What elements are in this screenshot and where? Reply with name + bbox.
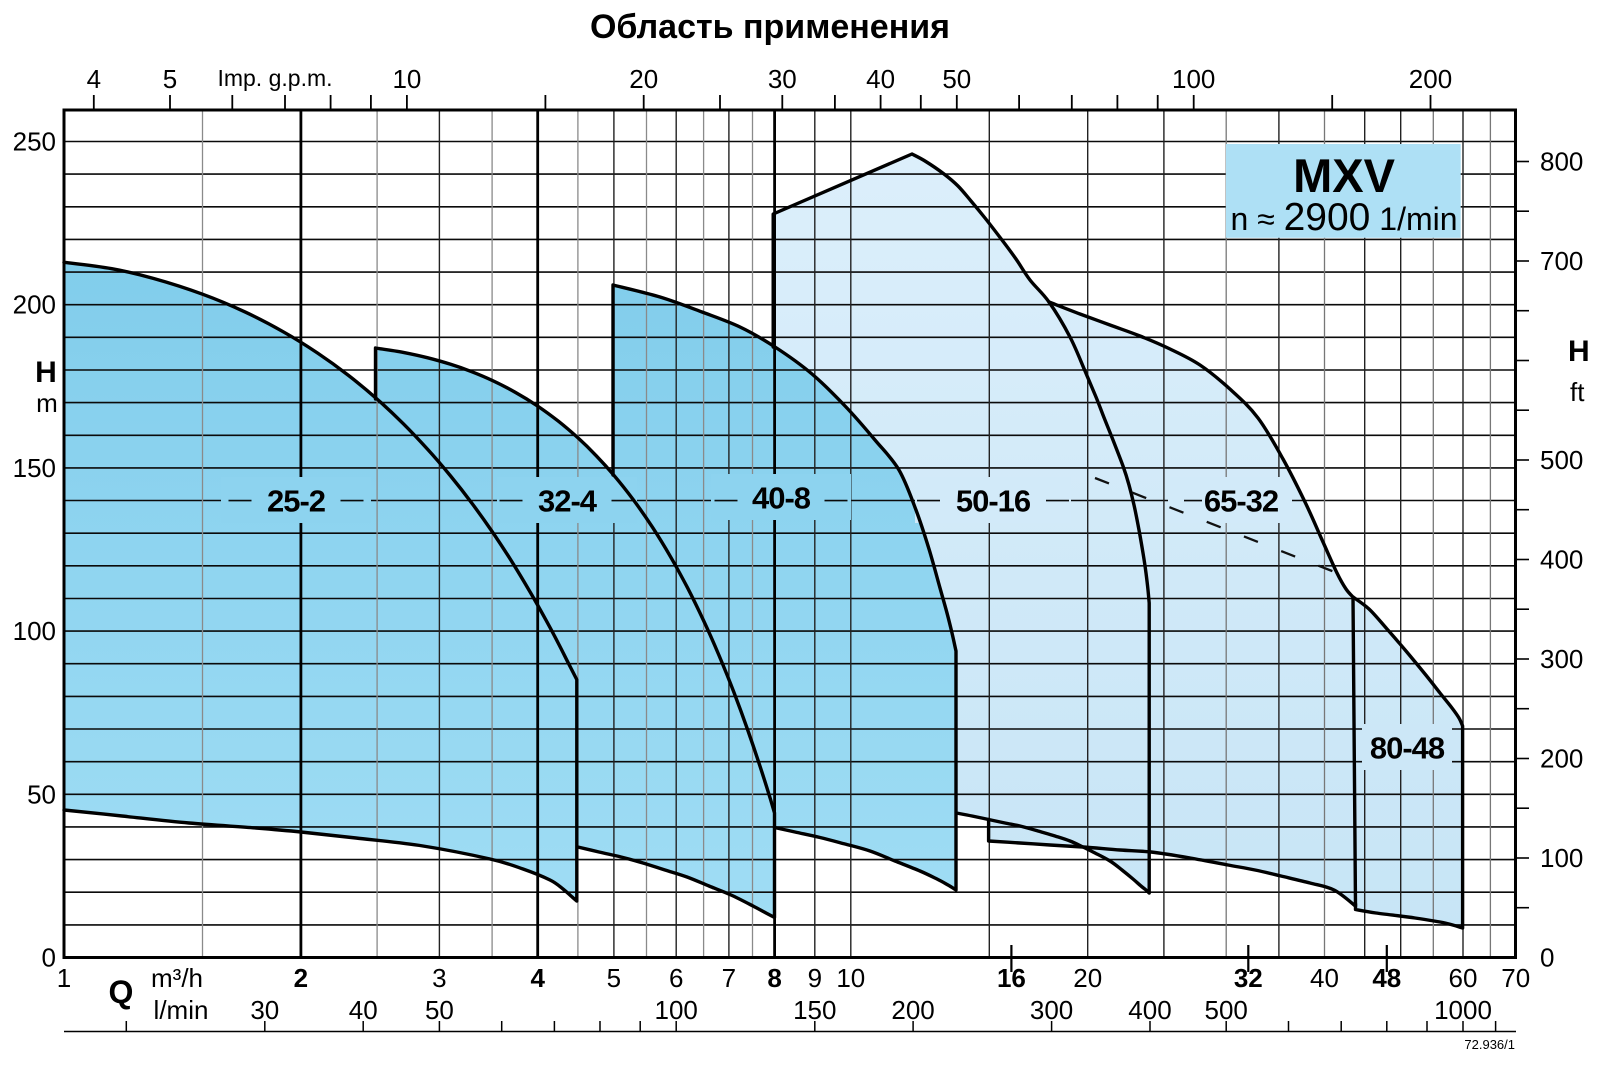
svg-text:40: 40 (866, 64, 895, 94)
svg-text:2: 2 (294, 963, 308, 993)
svg-text:Q: Q (109, 974, 134, 1010)
svg-text:Imp. g.p.m.: Imp. g.p.m. (217, 65, 332, 91)
svg-text:0: 0 (1540, 943, 1554, 973)
svg-text:400: 400 (1128, 995, 1171, 1025)
svg-text:50: 50 (425, 995, 454, 1025)
svg-text:100: 100 (655, 995, 698, 1025)
svg-text:65-32: 65-32 (1204, 484, 1278, 519)
svg-text:100: 100 (13, 616, 56, 646)
svg-text:H: H (1568, 335, 1590, 368)
svg-text:6: 6 (669, 963, 683, 993)
svg-text:300: 300 (1030, 995, 1073, 1025)
svg-text:150: 150 (13, 453, 56, 483)
svg-text:5: 5 (607, 963, 621, 993)
svg-text:H: H (35, 356, 57, 389)
svg-text:20: 20 (629, 64, 658, 94)
svg-text:200: 200 (891, 995, 934, 1025)
svg-text:0: 0 (42, 943, 56, 973)
svg-text:100: 100 (1172, 64, 1215, 94)
svg-text:8: 8 (767, 963, 781, 993)
svg-text:32-4: 32-4 (538, 484, 598, 519)
svg-text:20: 20 (1073, 963, 1102, 993)
svg-text:4: 4 (87, 64, 101, 94)
svg-text:250: 250 (13, 127, 56, 157)
svg-text:40-8: 40-8 (752, 481, 811, 516)
svg-text:4: 4 (530, 963, 545, 993)
svg-text:Область применения: Область применения (590, 8, 950, 46)
svg-text:500: 500 (1540, 445, 1583, 475)
svg-text:16: 16 (997, 963, 1026, 993)
svg-text:70: 70 (1501, 963, 1530, 993)
svg-text:m: m (36, 388, 58, 418)
svg-text:10: 10 (836, 963, 865, 993)
svg-text:50: 50 (942, 64, 971, 94)
svg-text:200: 200 (13, 290, 56, 320)
svg-text:5: 5 (163, 64, 177, 94)
svg-text:7: 7 (722, 963, 736, 993)
svg-text:300: 300 (1540, 644, 1583, 674)
svg-text:32: 32 (1234, 963, 1263, 993)
svg-text:150: 150 (793, 995, 836, 1025)
svg-text:800: 800 (1540, 147, 1583, 177)
svg-text:72.936/1: 72.936/1 (1464, 1037, 1515, 1052)
svg-text:50-16: 50-16 (956, 484, 1031, 519)
svg-text:ft: ft (1570, 377, 1585, 407)
svg-text:n ≈ 2900 1/min: n ≈ 2900 1/min (1230, 196, 1457, 239)
svg-text:9: 9 (808, 963, 822, 993)
svg-text:500: 500 (1205, 995, 1248, 1025)
svg-text:1000: 1000 (1434, 995, 1492, 1025)
svg-text:40: 40 (1310, 963, 1339, 993)
svg-text:700: 700 (1540, 246, 1583, 276)
svg-text:30: 30 (250, 995, 279, 1025)
svg-text:m³/h: m³/h (151, 963, 203, 993)
svg-text:400: 400 (1540, 545, 1583, 575)
svg-text:10: 10 (392, 64, 421, 94)
svg-text:50: 50 (27, 779, 56, 809)
svg-text:200: 200 (1540, 744, 1583, 774)
svg-text:1: 1 (57, 963, 71, 993)
svg-text:60: 60 (1449, 963, 1478, 993)
svg-text:200: 200 (1409, 64, 1452, 94)
svg-text:80-48: 80-48 (1370, 731, 1445, 766)
svg-text:48: 48 (1372, 963, 1401, 993)
svg-text:3: 3 (432, 963, 446, 993)
svg-text:MXV: MXV (1293, 149, 1396, 202)
svg-text:l/min: l/min (154, 995, 209, 1025)
svg-text:100: 100 (1540, 843, 1583, 873)
svg-text:30: 30 (768, 64, 797, 94)
svg-text:40: 40 (349, 995, 378, 1025)
svg-text:25-2: 25-2 (267, 484, 325, 519)
